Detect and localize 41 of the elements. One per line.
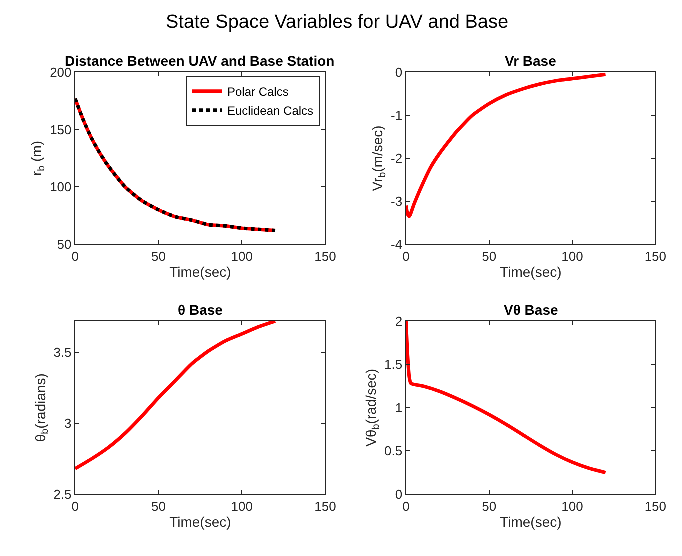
y-tick-label: 2.5 [54,486,72,502]
line-series [75,321,278,471]
x-axis-title: Time(sec) [170,264,232,280]
y-tick-label: 3 [64,416,72,432]
y-tick-label: 0 [395,486,403,502]
y-tick-label: -3 [391,194,403,210]
x-tick-label: 100 [562,499,584,514]
x-tick-label: 50 [482,249,497,264]
y-tick-label: 1.5 [384,357,403,372]
y-tick-label: 0 [395,65,403,80]
y-tick-label: 0.5 [384,444,403,459]
y-tick-label: -2 [391,151,403,166]
y-tick-label: 2 [395,314,403,329]
y-tick-label: 100 [50,180,72,195]
y-tick-label: -4 [391,237,403,252]
text: State Space Variables for UAV and Base [166,12,509,33]
y-tick-label: -1 [391,108,403,124]
x-axis-title: Time(sec) [170,514,232,530]
line-series [406,321,608,475]
y-tick-label: 3.5 [54,345,72,360]
x-tick-label: 100 [231,249,253,264]
x-tick-label: 100 [562,249,584,264]
line-series [406,72,608,218]
chart-title: θ Base [178,302,224,318]
x-tick-label: 150 [644,249,667,264]
chart-title: Vr Base [505,53,557,69]
x-tick-label: 100 [231,499,253,514]
x-tick-label: 150 [314,499,336,514]
x-tick-label: 50 [152,499,166,514]
x-axis-title: Time(sec) [500,514,562,530]
legend-label: Euclidean Calcs [227,104,314,118]
x-tick-label: 50 [482,499,497,514]
chart-title: Vθ Base [504,302,558,318]
x-tick-label: 150 [644,499,667,514]
legend-label: Polar Calcs [227,85,289,100]
y-tick-label: 150 [50,122,72,138]
y-tick-label: 1 [395,400,403,416]
y-tick-label: 50 [57,237,72,252]
x-tick-label: 150 [314,249,336,264]
x-tick-label: 50 [152,249,166,264]
x-axis-title: Time(sec) [500,264,562,280]
